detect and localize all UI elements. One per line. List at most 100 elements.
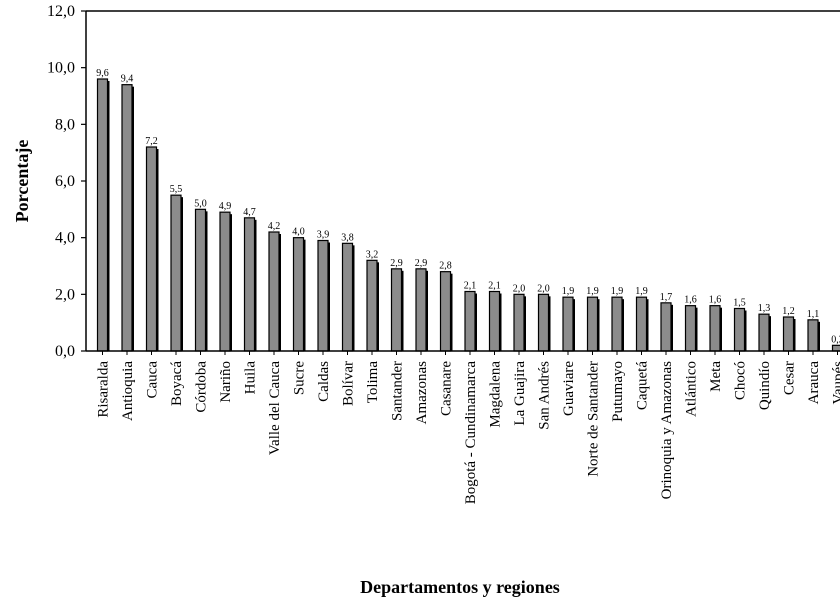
data-label: 1,3: [758, 303, 771, 314]
bar: [733, 307, 746, 352]
x-tick-label: Bogotá - Cundinamarca: [463, 361, 479, 505]
bar: [660, 302, 672, 352]
data-label: 1,7: [660, 292, 673, 303]
y-tick-label: 6,0: [55, 173, 75, 190]
x-tick-label: Vaupés: [831, 361, 840, 404]
x-tick-label: San Andrés: [537, 361, 553, 430]
data-label: 1,6: [684, 295, 697, 306]
bar: [415, 268, 427, 352]
bar: [464, 290, 476, 352]
bar: [831, 344, 840, 352]
data-label: 9,4: [121, 74, 134, 85]
data-label: 2,0: [513, 283, 526, 294]
bar: [758, 313, 770, 352]
bar: [121, 84, 133, 352]
bar: [586, 296, 599, 352]
bar: [194, 208, 207, 352]
data-label: 2,0: [537, 283, 550, 294]
x-tick-label: Guaviare: [561, 361, 577, 416]
y-tick-label: 12,0: [47, 3, 75, 20]
y-tick-label: 4,0: [55, 230, 75, 247]
bar: [243, 217, 256, 352]
x-tick-label: La Guajira: [512, 361, 528, 426]
data-label: 0,2: [831, 334, 840, 345]
data-label: 1,6: [709, 295, 722, 306]
data-label: 3,8: [341, 232, 354, 243]
x-tick-label: Antioquia: [120, 361, 136, 421]
x-tick-label: Meta: [708, 361, 724, 392]
data-label: 9,6: [96, 68, 109, 79]
y-tick-label: 8,0: [55, 116, 75, 133]
x-tick-label: Norte de Santander: [586, 361, 602, 477]
data-label: 4,7: [243, 207, 256, 218]
x-tick-label: Cesar: [782, 361, 798, 395]
bar: [611, 296, 623, 352]
x-axis-title: Departamentos y regiones: [360, 577, 560, 597]
bar: [562, 296, 574, 352]
x-tick-label: Tolima: [365, 361, 381, 404]
x-axis-tick-labels: Risaralda Antioquia Cauca Boyacá Córdoba Nari…: [96, 351, 840, 504]
data-label: 1,9: [562, 286, 575, 297]
bar: [268, 231, 280, 352]
data-label: 3,9: [317, 230, 330, 241]
y-axis-title: Porcentaje: [12, 140, 32, 223]
x-tick-label: Atlántico: [684, 361, 700, 417]
x-tick-label: Orinoquia y Amazonas: [659, 361, 675, 499]
x-tick-label: Huila: [243, 361, 259, 395]
bar: [366, 259, 378, 352]
x-tick-label: Chocó: [733, 361, 749, 400]
x-tick-label: Caldas: [316, 361, 332, 402]
x-tick-label: Valle del Cauca: [267, 361, 283, 455]
x-tick-label: Córdoba: [194, 361, 210, 413]
data-label: 4,0: [292, 227, 305, 238]
bars: [96, 78, 840, 352]
y-tick-label: 2,0: [55, 286, 75, 303]
bar: [709, 305, 721, 352]
data-label: 4,9: [219, 201, 232, 212]
bar: [96, 78, 109, 352]
data-label: 2,9: [390, 258, 403, 269]
data-label: 1,9: [635, 286, 648, 297]
bar: [145, 146, 158, 352]
data-label: 5,5: [170, 184, 183, 195]
data-label: 1,9: [586, 286, 599, 297]
data-label: 2,9: [415, 258, 428, 269]
bar: [684, 305, 697, 352]
x-tick-label: Boyacá: [169, 361, 185, 406]
data-label: 2,1: [464, 281, 477, 292]
x-tick-label: Magdalena: [488, 361, 504, 428]
bar: [488, 290, 501, 352]
x-tick-label: Sucre: [292, 361, 308, 395]
bar: [439, 271, 452, 352]
y-tick-label: 10,0: [47, 60, 75, 77]
bar: [807, 319, 819, 352]
x-tick-label: Quindío: [757, 361, 773, 410]
y-axis-ticks: 0,0 2,0 4,0 6,0 8,0 10,0 12,0: [47, 3, 86, 360]
x-tick-label: Caquetá: [635, 361, 651, 410]
x-tick-label: Bolívar: [341, 361, 357, 406]
data-label: 5,0: [194, 198, 207, 209]
bar: [292, 237, 305, 352]
x-tick-label: Santander: [390, 361, 406, 421]
data-label: 1,1: [807, 309, 820, 320]
data-label: 1,9: [611, 286, 624, 297]
data-label: 1,2: [782, 306, 795, 317]
bar: [513, 293, 525, 352]
x-tick-label: Risaralda: [96, 361, 112, 418]
bar: [782, 316, 795, 352]
plot-frame: [85, 10, 840, 352]
x-tick-label: Amazonas: [414, 361, 430, 424]
data-labels: 9,6 9,4 7,2 5,5 5,0 4,9 4,7 4,2 4,0 3,9 3,8 3,2 2,9 2…: [96, 68, 840, 345]
bar: [390, 268, 403, 352]
bar: [537, 293, 550, 352]
data-label: 3,2: [366, 249, 379, 260]
x-tick-label: Cauca: [145, 361, 161, 399]
x-tick-label: Putumayo: [610, 361, 626, 422]
bar: [317, 239, 329, 352]
bar: [170, 194, 182, 352]
data-label: 2,8: [439, 261, 452, 272]
x-tick-label: Nariño: [218, 361, 234, 403]
data-label: 7,2: [145, 136, 158, 147]
y-tick-label: 0,0: [55, 343, 75, 360]
x-tick-label: Casanare: [439, 361, 455, 416]
